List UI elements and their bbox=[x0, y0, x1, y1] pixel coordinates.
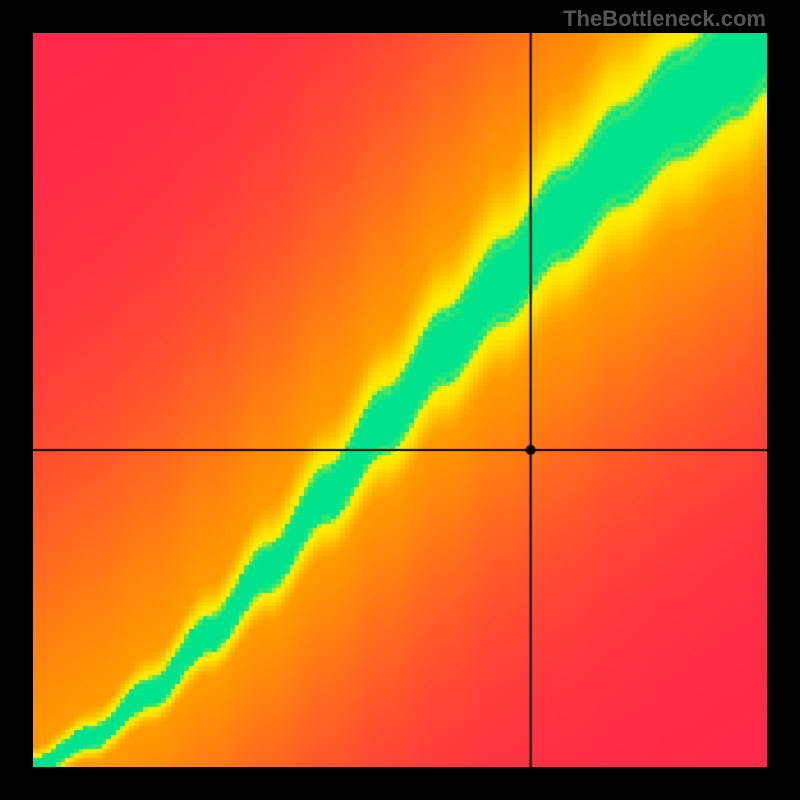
chart-container: TheBottleneck.com bbox=[0, 0, 800, 800]
watermark-text: TheBottleneck.com bbox=[563, 6, 766, 32]
bottleneck-heatmap bbox=[33, 33, 767, 767]
